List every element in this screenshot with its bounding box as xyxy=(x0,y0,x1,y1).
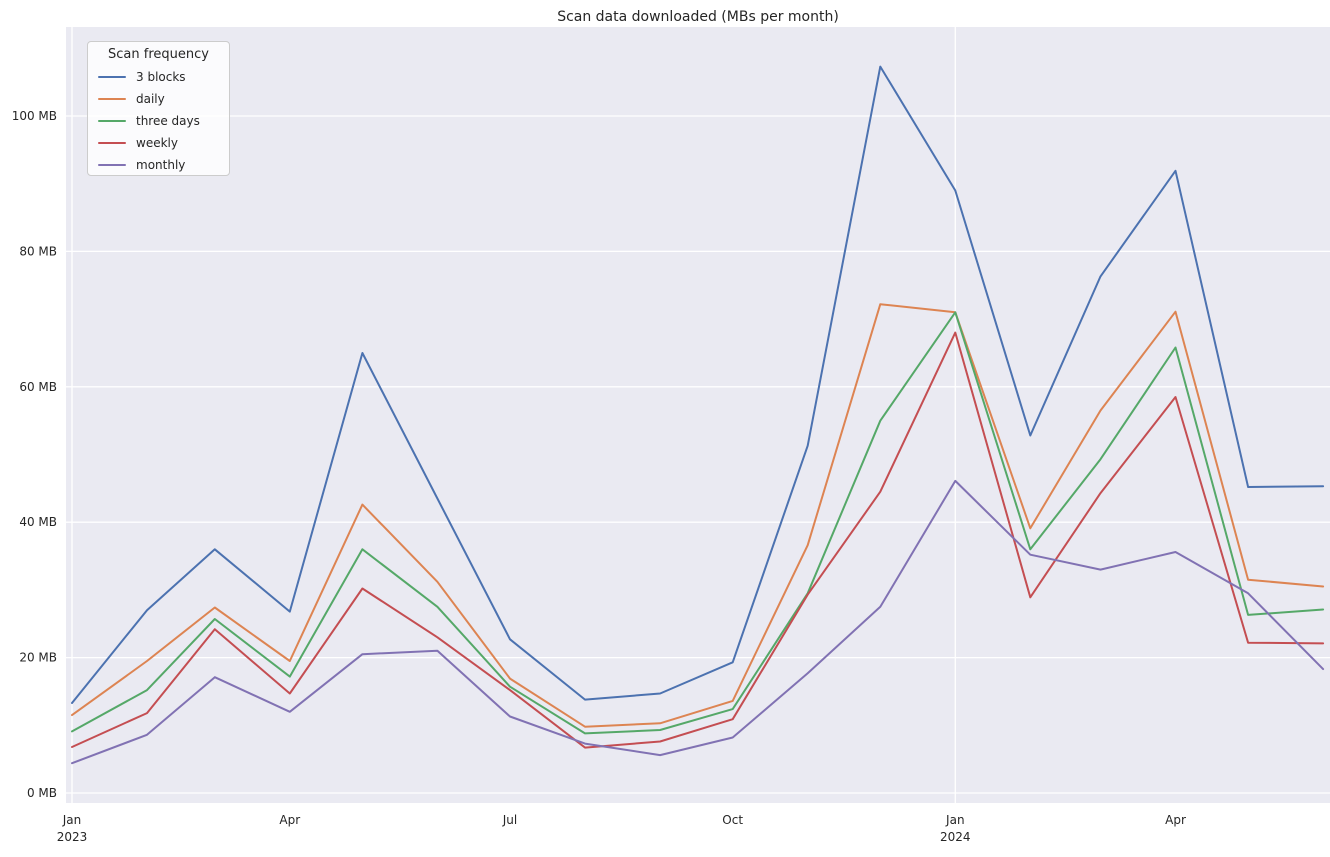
x-tick-label: Jan xyxy=(945,813,965,827)
legend: Scan frequency 3 blocks daily three days we… xyxy=(87,41,230,176)
series-line-monthly xyxy=(71,479,1325,765)
legend-item-label: 3 blocks xyxy=(136,70,186,84)
legend-title: Scan frequency xyxy=(108,47,209,62)
legend-item: daily xyxy=(88,88,229,110)
y-tick-label: 60 MB xyxy=(19,380,57,394)
y-tick-label: 40 MB xyxy=(19,515,57,529)
y-tick-label: 20 MB xyxy=(19,651,57,665)
series-line-three-days xyxy=(71,311,1325,735)
x-tick-label: Jul xyxy=(502,813,517,827)
series-line-3-blocks xyxy=(71,65,1325,704)
series-line-daily xyxy=(71,303,1325,728)
x-tick-label: Apr xyxy=(1165,813,1186,827)
series-line-weekly xyxy=(71,331,1325,749)
legend-item-label: weekly xyxy=(136,136,178,150)
legend-line-swatch xyxy=(98,141,126,145)
legend-item-label: three days xyxy=(136,114,200,128)
plot-area xyxy=(66,27,1330,803)
x-tick-label: Jan xyxy=(62,813,82,827)
y-tick-label: 0 MB xyxy=(27,786,57,800)
legend-item: three days xyxy=(88,110,229,132)
legend-item: weekly xyxy=(88,132,229,154)
y-tick-label: 100 MB xyxy=(12,109,57,123)
legend-item: 3 blocks xyxy=(88,66,229,88)
legend-item-label: daily xyxy=(136,92,165,106)
y-tick-label: 80 MB xyxy=(19,244,57,258)
chart-title: Scan data downloaded (MBs per month) xyxy=(557,9,839,25)
legend-item-label: monthly xyxy=(136,158,186,172)
x-tick-label: Oct xyxy=(722,813,743,827)
legend-item: monthly xyxy=(88,154,229,176)
legend-line-swatch xyxy=(98,119,126,123)
legend-line-swatch xyxy=(98,75,126,79)
legend-line-swatch xyxy=(98,163,126,167)
x-tick-year-label: 2024 xyxy=(940,830,971,844)
x-tick-year-label: 2023 xyxy=(57,830,88,844)
legend-line-swatch xyxy=(98,97,126,101)
x-tick-label: Apr xyxy=(279,813,300,827)
